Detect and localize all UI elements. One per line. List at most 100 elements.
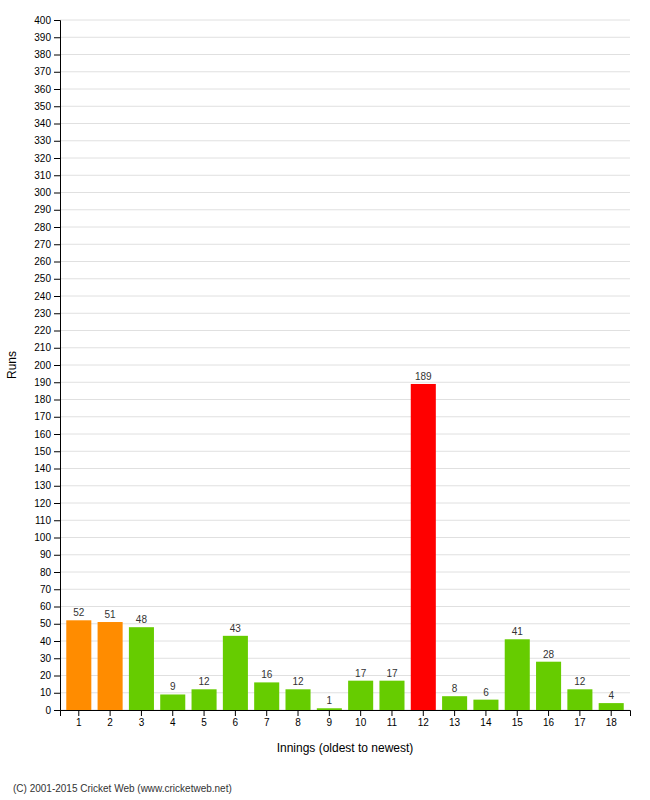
bar (285, 689, 310, 710)
y-tick: 30 (40, 653, 60, 664)
grid-line (60, 434, 630, 435)
y-tick: 340 (34, 118, 60, 129)
y-tick: 400 (34, 15, 60, 26)
grid-line (60, 261, 630, 262)
y-tick: 110 (35, 515, 60, 526)
data-label: 48 (136, 614, 148, 625)
tick-label: 1 (76, 717, 82, 728)
tick-label: 370 (34, 66, 51, 77)
tick-mark (54, 279, 60, 280)
x-tick: 7 (264, 710, 270, 728)
grid-line (60, 106, 630, 107)
tick-mark (54, 503, 60, 504)
tick-mark (485, 710, 486, 716)
bar (66, 620, 91, 710)
grid-line (60, 468, 630, 469)
tick-label: 100 (34, 532, 51, 543)
tick-label: 170 (34, 411, 51, 422)
tick-label: 250 (34, 273, 51, 284)
tick-label: 350 (34, 101, 51, 112)
tick-mark (360, 710, 361, 716)
bar (254, 682, 279, 710)
y-tick: 370 (34, 66, 60, 77)
x-tick: 17 (574, 710, 586, 728)
tick-label: 220 (34, 325, 51, 336)
tick-mark (54, 486, 60, 487)
x-tick: 15 (512, 710, 524, 728)
grid-line (60, 278, 630, 279)
tick-label: 310 (34, 170, 51, 181)
grid-line (60, 192, 630, 193)
grid-line (60, 227, 630, 228)
tick-label: 70 (40, 584, 52, 595)
tick-mark (54, 400, 60, 401)
tick-mark (235, 710, 236, 716)
y-tick: 170 (34, 411, 60, 422)
bar (317, 708, 342, 710)
tick-mark (54, 676, 60, 677)
tick-label: 14 (480, 717, 492, 728)
grid-line (60, 365, 630, 366)
tick-mark (329, 710, 330, 716)
tick-label: 13 (449, 717, 461, 728)
tick-label: 160 (34, 429, 51, 440)
grid-line (60, 89, 630, 90)
y-tick: 290 (34, 204, 60, 215)
tick-label: 50 (40, 618, 52, 629)
data-label: 12 (199, 676, 211, 687)
grid-line (60, 296, 630, 297)
tick-label: 90 (40, 549, 52, 560)
grid-line (60, 485, 630, 486)
bar (223, 636, 248, 710)
x-tick: 12 (418, 710, 430, 728)
grid-line (60, 589, 630, 590)
footer: (C) 2001-2015 Cricket Web (www.cricketwe… (13, 783, 232, 794)
y-tick: 220 (34, 325, 60, 336)
tick-mark (54, 624, 60, 625)
tick-mark (579, 710, 580, 716)
tick-mark (54, 331, 60, 332)
tick-label: 300 (34, 187, 51, 198)
x-axis-title: Innings (oldest to newest) (277, 741, 414, 755)
tick-mark (54, 417, 60, 418)
bar (160, 694, 185, 710)
tick-mark (54, 37, 60, 38)
tick-mark (54, 710, 60, 711)
tick-mark (423, 710, 424, 716)
y-tick: 200 (34, 360, 60, 371)
x-tick: 8 (295, 710, 301, 728)
data-label: 17 (355, 668, 367, 679)
tick-mark (54, 244, 60, 245)
tick-label: 110 (35, 515, 51, 526)
x-tick: 1 (76, 710, 82, 728)
y-tick: 180 (34, 394, 60, 405)
tick-label: 9 (327, 717, 333, 728)
tick-label: 60 (40, 601, 52, 612)
y-tick: 20 (40, 670, 60, 681)
tick-mark (54, 262, 60, 263)
grid-line (60, 158, 630, 159)
y-tick: 330 (34, 135, 60, 146)
data-label: 43 (230, 623, 242, 634)
tick-label: 6 (233, 717, 239, 728)
grid-line (60, 330, 630, 331)
tick-label: 330 (34, 135, 51, 146)
tick-mark (54, 296, 60, 297)
tick-mark (548, 710, 549, 716)
grid-line (60, 123, 630, 124)
bar (348, 681, 373, 710)
y-tick: 130 (34, 480, 60, 491)
tick-mark (517, 710, 518, 716)
y-tick: 250 (34, 273, 60, 284)
bar (505, 639, 530, 710)
grid-line (60, 451, 630, 452)
tick-label: 320 (34, 153, 51, 164)
tick-mark (78, 710, 79, 716)
tick-label: 16 (543, 717, 555, 728)
tick-mark (54, 658, 60, 659)
grid-line (60, 313, 630, 314)
grid-line (60, 37, 630, 38)
tick-label: 30 (40, 653, 52, 664)
tick-mark (54, 607, 60, 608)
y-tick: 0 (45, 705, 60, 716)
